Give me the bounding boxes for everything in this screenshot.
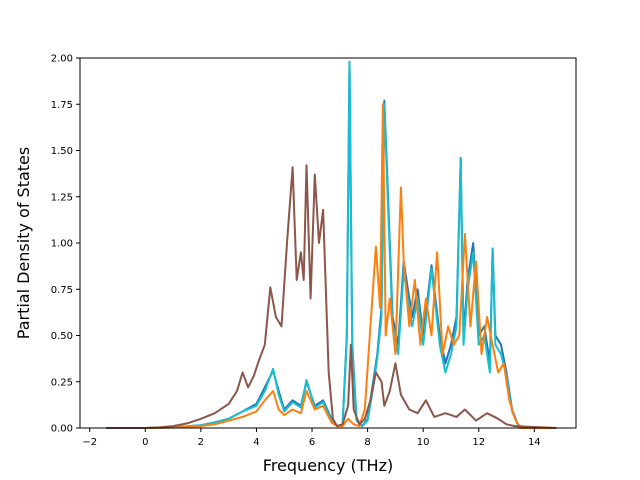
y-tick-label: 0.25 — [51, 377, 73, 388]
x-axis: −2 0 2 4 6 8 10 12 14 — [82, 428, 541, 448]
x-tick-label: 6 — [309, 437, 315, 448]
series-line-2 — [106, 60, 557, 429]
y-tick-label: 1.25 — [51, 192, 73, 203]
x-tick-label: 10 — [417, 437, 430, 448]
plot-lines — [106, 60, 557, 429]
y-tick-label: 0.00 — [51, 424, 73, 435]
x-tick-label: 12 — [472, 437, 485, 448]
y-tick-label: 1.75 — [51, 100, 73, 111]
x-axis-label: Frequency (THz) — [263, 456, 393, 475]
y-axis: 0.00 0.25 0.50 0.75 1.00 1.25 1.50 1.75 2.00 — [51, 54, 80, 435]
y-tick-label: 1.00 — [51, 239, 73, 250]
x-tick-label: 14 — [528, 437, 541, 448]
x-tick-label: −2 — [82, 437, 97, 448]
y-axis-label: Partial Density of States — [14, 147, 33, 339]
y-tick-label: 1.50 — [51, 146, 73, 157]
y-tick-label: 0.50 — [51, 331, 73, 342]
x-tick-label: 0 — [142, 437, 148, 448]
y-tick-label: 0.75 — [51, 285, 73, 296]
series-line-4 — [106, 164, 557, 429]
x-tick-label: 4 — [253, 437, 259, 448]
series-line-3 — [106, 103, 557, 429]
x-tick-label: 2 — [198, 437, 204, 448]
x-tick-label: 8 — [364, 437, 370, 448]
y-tick-label: 2.00 — [51, 54, 73, 65]
